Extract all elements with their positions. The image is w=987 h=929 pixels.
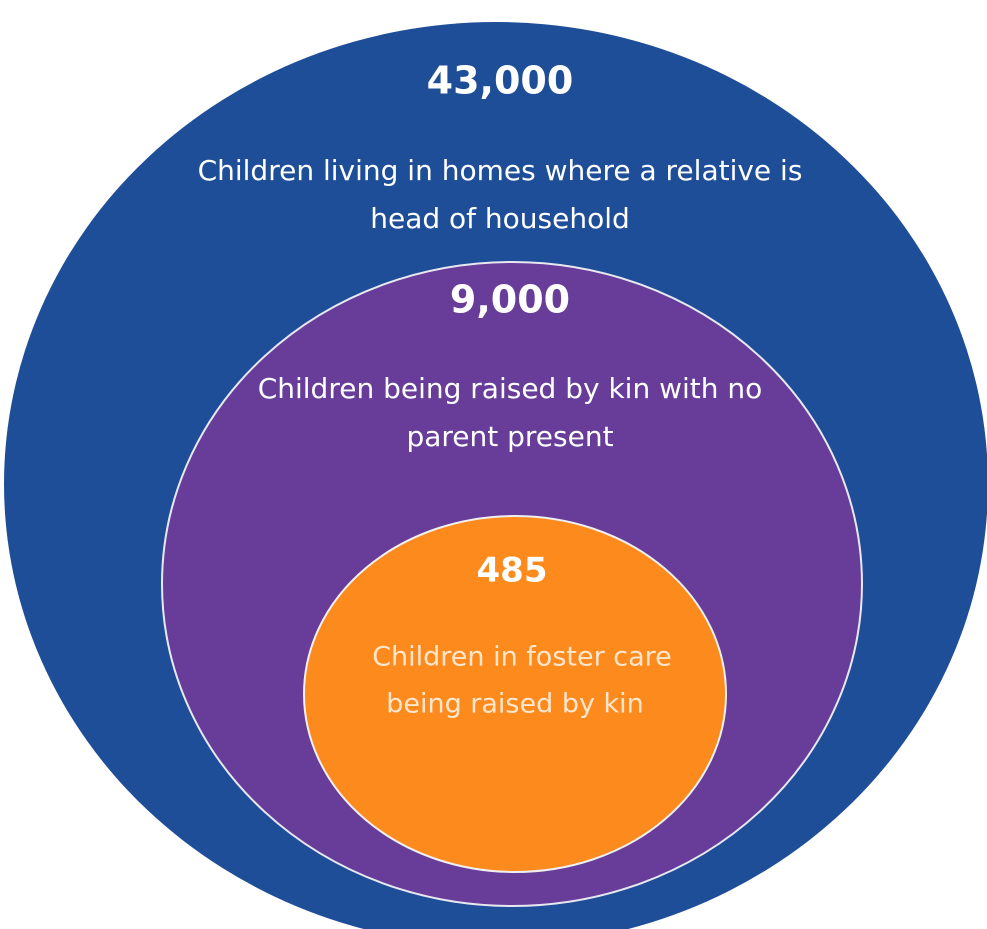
inner-label: Children in foster care (372, 642, 672, 673)
outer-label: Children living in homes where a relativ… (198, 154, 803, 187)
inner-label: being raised by kin (386, 689, 644, 720)
inner-circle (303, 515, 727, 873)
inner-value: 485 (477, 551, 548, 591)
middle-label: Children being raised by kin with no (258, 372, 763, 405)
outer-label: head of household (370, 202, 630, 235)
outer-value: 43,000 (427, 59, 574, 103)
middle-value: 9,000 (450, 278, 570, 322)
middle-label: parent present (406, 420, 613, 453)
